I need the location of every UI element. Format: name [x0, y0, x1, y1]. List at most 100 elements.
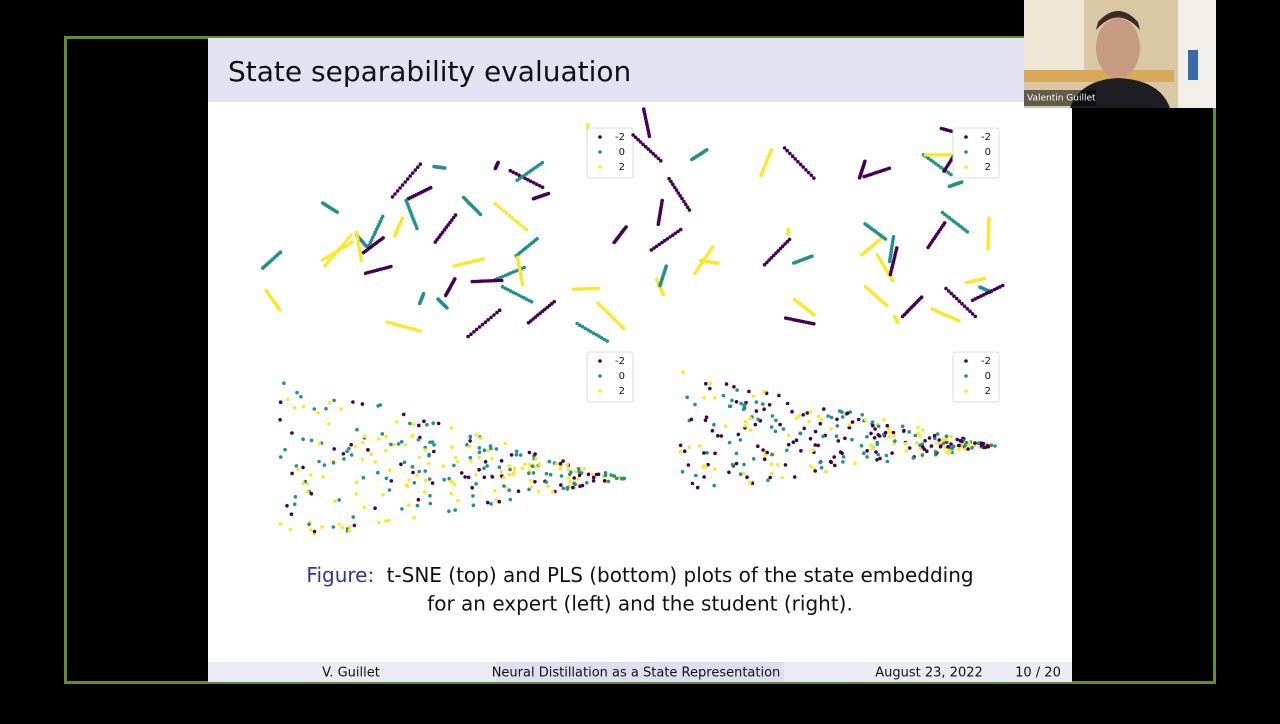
face	[1096, 18, 1140, 78]
embedding-point	[439, 232, 443, 237]
embedding-point	[529, 179, 533, 184]
embedding-point	[362, 505, 367, 510]
embedding-point	[653, 154, 658, 158]
embedding-point	[603, 473, 608, 478]
embedding-point	[976, 295, 980, 300]
legend: -2 0 2	[586, 127, 634, 179]
embedding-point	[500, 285, 505, 289]
speaker-frame	[64, 36, 1216, 684]
embedding-point	[837, 409, 842, 413]
embedding-point	[520, 466, 525, 471]
embedding-point	[417, 455, 422, 460]
embedding-point	[743, 424, 748, 428]
embedding-point	[493, 202, 498, 206]
embedding-point	[620, 476, 624, 481]
embedding-point	[511, 170, 515, 174]
embedding-point	[732, 385, 736, 389]
embedding-point	[913, 433, 918, 438]
embedding-point	[494, 498, 499, 502]
embedding-point	[704, 415, 709, 420]
embedding-point	[738, 438, 743, 442]
embedding-point	[946, 289, 951, 293]
embedding-point	[914, 441, 919, 445]
book	[1188, 50, 1198, 80]
embedding-point	[835, 424, 840, 428]
embedding-point	[392, 443, 396, 447]
embedding-point	[982, 276, 986, 281]
embedding-point	[352, 523, 357, 528]
embedding-point	[594, 332, 599, 337]
embedding-point	[449, 426, 454, 430]
embedding-point	[524, 227, 529, 232]
footer-page: 10 / 20	[1015, 666, 1061, 681]
embedding-point	[935, 432, 940, 436]
embedding-point	[937, 438, 941, 442]
embedding-point	[483, 320, 488, 325]
embedding-point	[346, 236, 351, 240]
embedding-point	[751, 457, 756, 461]
embedding-point	[734, 400, 739, 404]
embedding-point	[477, 455, 482, 460]
embedding-point	[786, 232, 790, 236]
embedding-point	[928, 153, 933, 157]
embedding-point	[337, 498, 342, 502]
embedding-point	[769, 471, 774, 476]
embedding-point	[328, 400, 332, 405]
embedding-point	[956, 443, 961, 448]
embedding-point	[317, 459, 321, 464]
embedding-point	[558, 467, 562, 471]
embedding-point	[460, 262, 464, 266]
embedding-point	[936, 153, 940, 157]
embedding-point	[774, 251, 778, 255]
embedding-point	[887, 434, 891, 439]
embedding-point	[794, 416, 799, 421]
embedding-point	[347, 525, 352, 529]
embedding-point	[708, 386, 712, 391]
embedding-point	[335, 250, 339, 254]
embedding-point	[767, 258, 771, 262]
embedding-point	[331, 525, 336, 529]
embedding-point	[876, 424, 881, 429]
embedding-point	[342, 457, 346, 461]
embedding-point	[762, 407, 766, 412]
legend: -2 0 2	[586, 351, 634, 403]
embedding-point	[425, 422, 429, 427]
embedding-point	[591, 331, 596, 336]
embedding-point	[706, 462, 710, 467]
embedding-point	[354, 492, 359, 496]
embedding-point	[810, 254, 814, 258]
embedding-point	[571, 287, 576, 292]
embedding-point	[907, 430, 911, 434]
embedding-point	[739, 401, 743, 406]
slide-title: State separability evaluation	[228, 55, 631, 88]
embedding-point	[919, 295, 924, 300]
embedding-point	[594, 472, 599, 477]
embedding-point	[321, 201, 325, 205]
embedding-point	[805, 411, 810, 415]
embedding-point	[986, 227, 991, 231]
embedding-point	[987, 216, 991, 220]
embedding-point	[762, 457, 767, 462]
embedding-point	[705, 451, 709, 455]
embedding-point	[890, 451, 894, 455]
wall	[1024, 0, 1084, 70]
embedding-point	[893, 439, 897, 443]
embedding-point	[477, 467, 481, 472]
embedding-point	[923, 439, 927, 443]
embedding-point	[617, 322, 621, 326]
embedding-point	[431, 421, 436, 426]
footer-date: August 23, 2022	[875, 666, 983, 681]
embedding-point	[486, 318, 491, 322]
embedding-point	[580, 325, 585, 329]
embedding-point	[813, 429, 818, 434]
embedding-point	[559, 483, 563, 487]
embedding-point	[483, 279, 488, 283]
embedding-point	[385, 320, 390, 325]
embedding-point	[687, 445, 692, 450]
embedding-point	[875, 440, 879, 445]
embedding-point	[824, 469, 828, 474]
embedding-point	[324, 406, 328, 411]
embedding-point	[507, 472, 512, 477]
embedding-point	[379, 217, 384, 221]
embedding-point	[801, 165, 805, 169]
